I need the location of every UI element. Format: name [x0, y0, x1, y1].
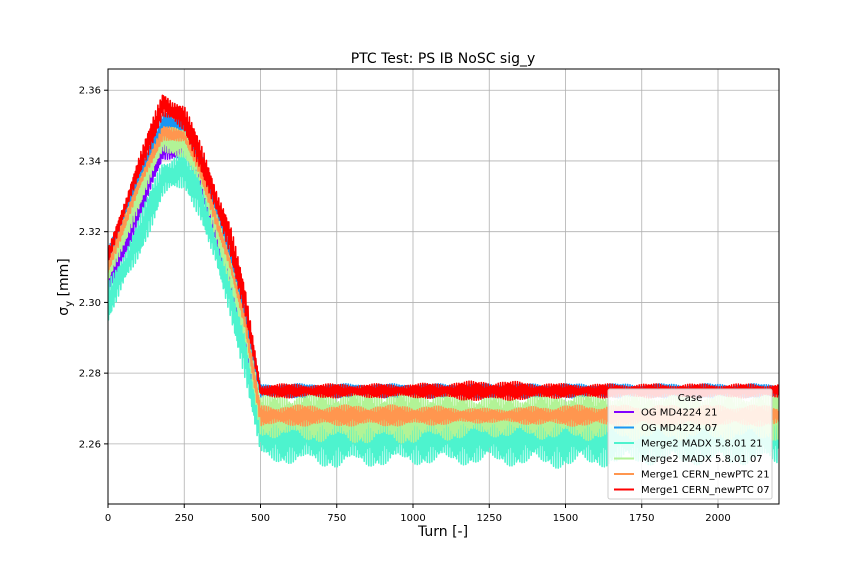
y-tick-label: 2.26 — [79, 439, 101, 450]
tick-layer: 0 250 500 750 1000 1250 1500 1750 2000 2.26 2.28 2.… — [79, 86, 731, 524]
y-axis-subscript: y — [64, 301, 75, 307]
x-tick-label: 1000 — [400, 513, 425, 524]
legend-entry-label: OG MD4224 21 — [641, 408, 717, 419]
x-tick-label: 1750 — [629, 513, 654, 524]
legend-entry-label: Merge1 CERN_newPTC 07 — [641, 485, 770, 496]
legend-box — [607, 388, 773, 500]
legend-entry-label: Merge1 CERN_newPTC 21 — [641, 470, 770, 481]
plot-frame — [107, 68, 780, 505]
y-tick-label: 2.30 — [79, 298, 101, 309]
y-axis-label: σy [mm] — [56, 258, 75, 315]
x-tick-label: 250 — [175, 513, 194, 524]
legend-entries: OG MD4224 21 OG MD4224 07 Merge2 MADX 5.8.… — [614, 408, 770, 496]
y-axis-unit: [mm] — [56, 258, 72, 301]
x-tick-label: 0 — [105, 513, 111, 524]
y-axis-symbol: σ — [56, 307, 72, 316]
y-tick-label: 2.36 — [79, 86, 101, 97]
legend-entry-label: Merge2 MADX 5.8.01 07 — [641, 454, 763, 465]
y-tick-label: 2.32 — [79, 227, 101, 238]
legend-title: Case — [678, 393, 702, 404]
y-tick-label: 2.34 — [79, 156, 101, 167]
x-axis-label: Turn [-] — [417, 524, 468, 540]
x-tick-label: 750 — [327, 513, 346, 524]
x-tick-label: 1250 — [477, 513, 502, 524]
legend-entry-label: OG MD4224 07 — [641, 423, 717, 434]
x-tick-label: 1500 — [553, 513, 578, 524]
legend: Case OG MD4224 21 OG MD4224 07 Merge2 MADX… — [607, 388, 773, 500]
y-tick-label: 2.28 — [79, 369, 101, 380]
chart-title: PTC Test: PS IB NoSC sig_y — [351, 51, 536, 67]
x-tick-label: 500 — [251, 513, 270, 524]
legend-entry-label: Merge2 MADX 5.8.01 21 — [641, 439, 763, 450]
x-tick-label: 2000 — [705, 513, 730, 524]
